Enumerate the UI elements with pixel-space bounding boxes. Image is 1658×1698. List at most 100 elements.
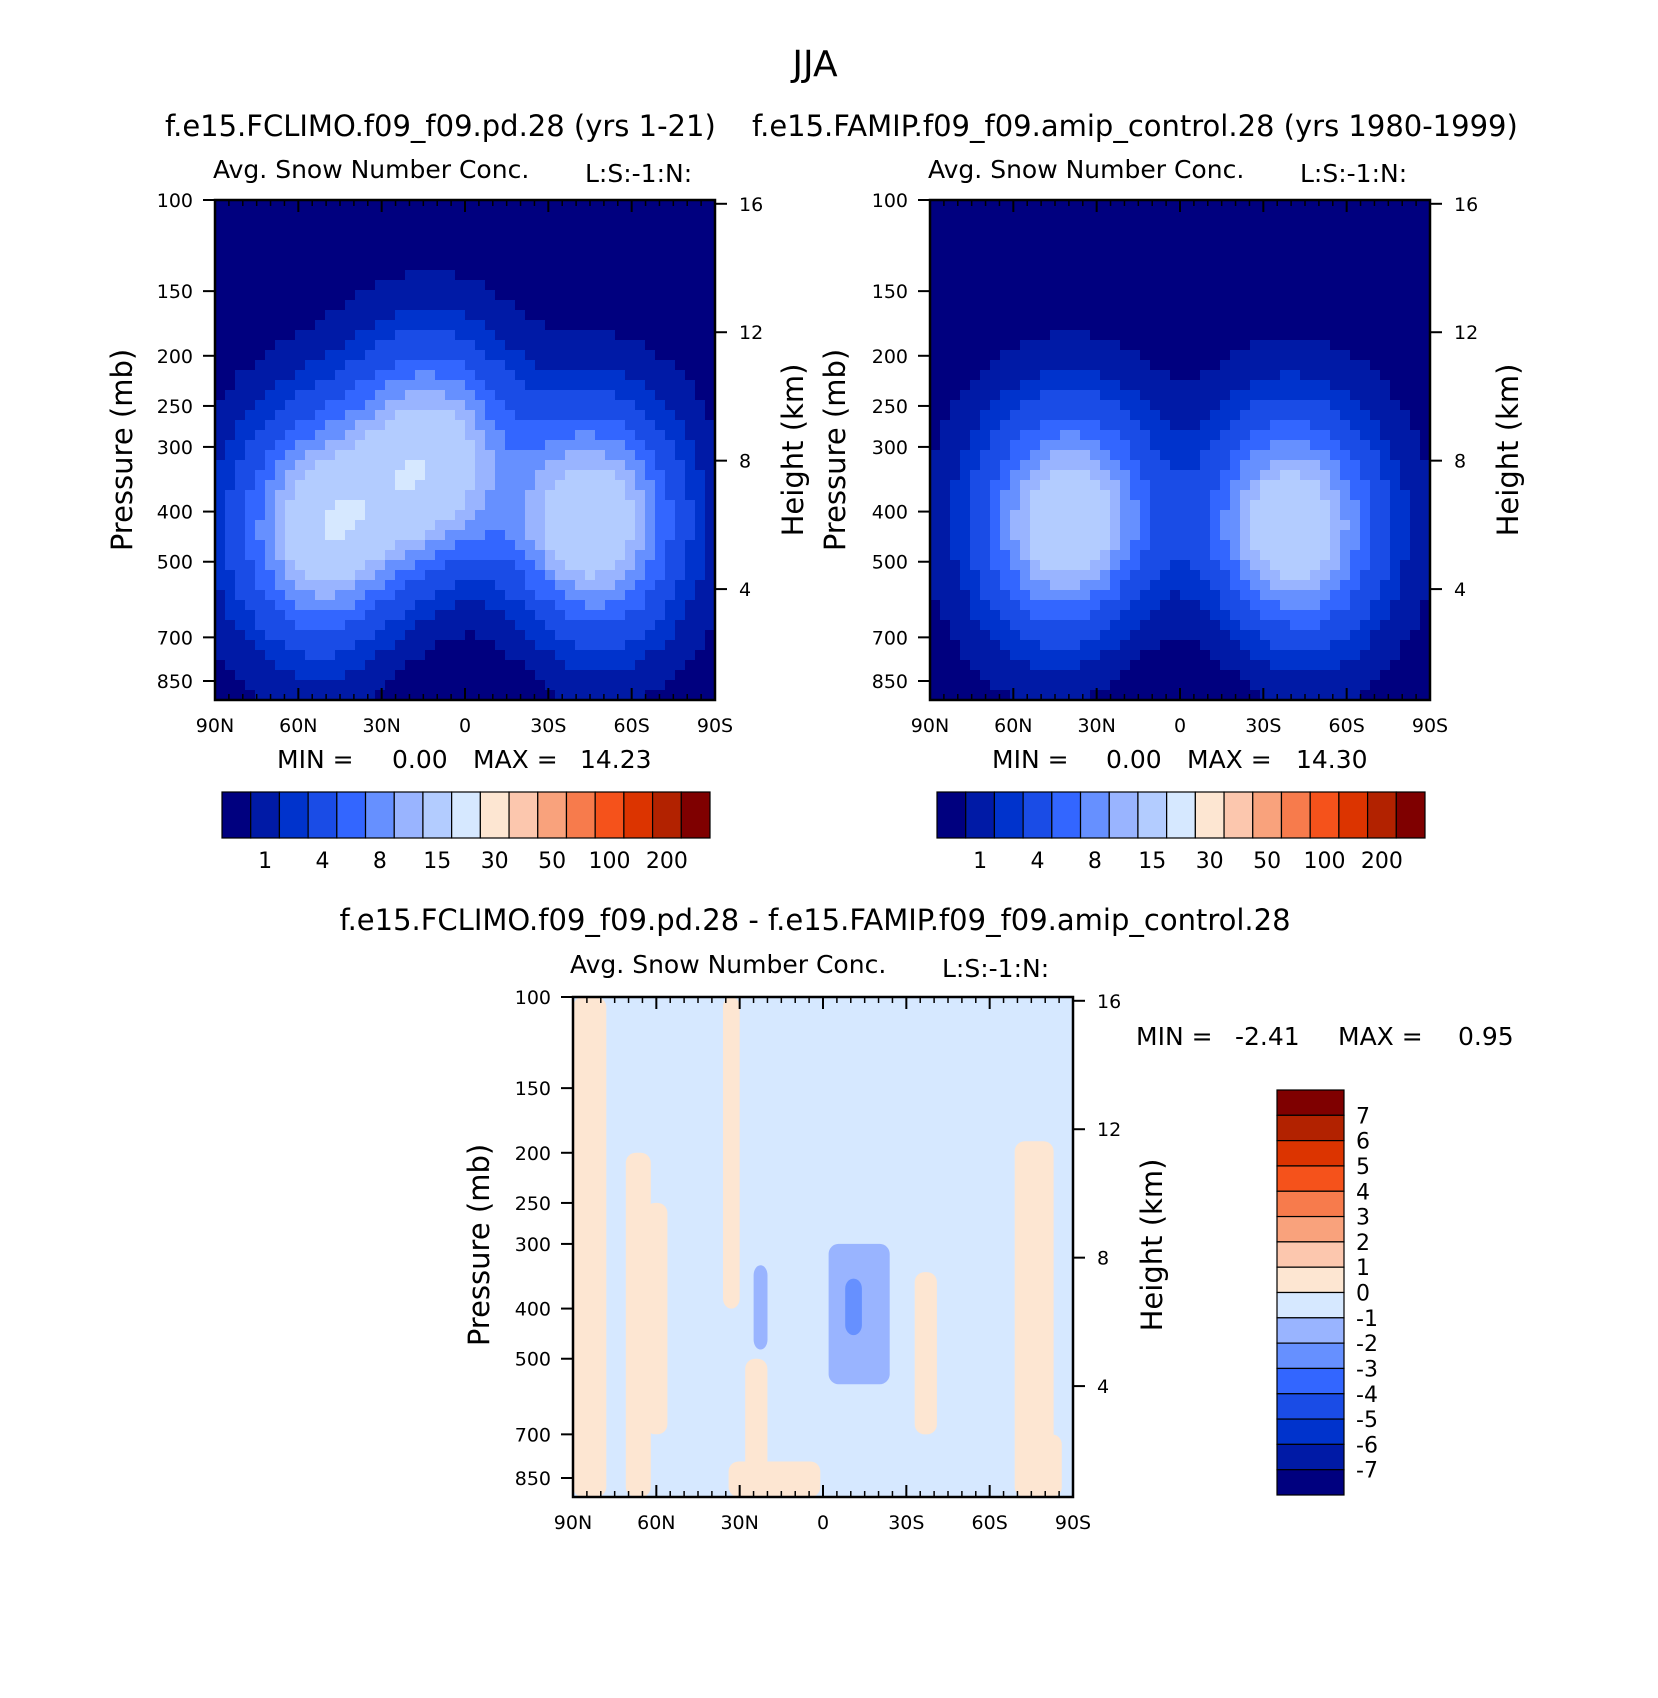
field-cell (555, 680, 566, 691)
field-cell (565, 290, 576, 301)
field-cell (545, 550, 556, 561)
field-cell (1320, 590, 1331, 601)
field-cell (595, 600, 606, 611)
field-cell (1090, 640, 1101, 651)
field-cell (1130, 420, 1141, 431)
field-cell (1220, 480, 1231, 491)
field-cell (1380, 490, 1391, 501)
field-cell (1350, 270, 1361, 281)
field-cell (445, 340, 456, 351)
field-cell (1190, 540, 1201, 551)
field-cell (1040, 370, 1051, 381)
field-cell (545, 580, 556, 591)
field-cell (605, 400, 616, 411)
field-cell (385, 240, 396, 251)
field-cell (695, 510, 706, 521)
field-cell (365, 640, 376, 651)
x-tick-label: 60S (614, 715, 650, 737)
field-cell (645, 490, 656, 501)
field-cell (1380, 260, 1391, 271)
field-cell (525, 220, 536, 231)
field-cell (285, 480, 296, 491)
field-cell (635, 270, 646, 281)
field-cell (1280, 480, 1291, 491)
field-cell (685, 220, 696, 231)
field-cell (445, 420, 456, 431)
field-cell (475, 480, 486, 491)
field-cell (595, 380, 606, 391)
field-cell (635, 450, 646, 461)
field-cell (325, 450, 336, 461)
field-cell (455, 370, 466, 381)
field-cell (930, 610, 941, 621)
field-cell (1040, 600, 1051, 611)
colorbar-box (337, 792, 366, 838)
field-cell (1190, 410, 1201, 421)
field-cell (1400, 630, 1411, 641)
field-cell (505, 260, 516, 271)
field-cell (1240, 600, 1251, 611)
field-cell (225, 380, 236, 391)
field-cell (930, 590, 941, 601)
field-cell (1030, 580, 1041, 591)
field-cell (505, 640, 516, 651)
field-cell (535, 210, 546, 221)
field-cell (685, 460, 696, 471)
field-cell (645, 680, 656, 691)
field-cell (930, 310, 941, 321)
field-cell (325, 260, 336, 271)
field-cell (1230, 450, 1241, 461)
field-cell (355, 650, 366, 661)
field-cell (545, 490, 556, 501)
field-cell (1190, 460, 1201, 471)
field-cell (475, 660, 486, 671)
field-cell (1320, 210, 1331, 221)
field-cell (525, 600, 536, 611)
field-cell (445, 680, 456, 691)
field-cell (990, 580, 1001, 591)
field-cell (1040, 560, 1051, 571)
field-cell (685, 430, 696, 441)
field-cell (285, 220, 296, 231)
field-cell (435, 350, 446, 361)
field-cell (1110, 270, 1121, 281)
field-cell (365, 370, 376, 381)
field-cell (415, 360, 426, 371)
field-cell (355, 380, 366, 391)
field-cell (465, 590, 476, 601)
field-cell (1390, 220, 1401, 231)
field-cell (615, 490, 626, 501)
field-cell (305, 290, 316, 301)
field-cell (1240, 550, 1251, 561)
field-cell (1340, 600, 1351, 611)
field-cell (1400, 410, 1411, 421)
field-cell (1300, 220, 1311, 231)
field-cell (505, 590, 516, 601)
field-cell (930, 480, 941, 491)
field-cell (275, 420, 286, 431)
field-cell (1000, 640, 1011, 651)
field-cell (415, 290, 426, 301)
field-cell (1190, 510, 1201, 521)
field-cell (950, 410, 961, 421)
field-cell (1120, 350, 1131, 361)
field-cell (475, 270, 486, 281)
field-cell (525, 490, 536, 501)
field-cell (465, 660, 476, 671)
field-cell (615, 340, 626, 351)
field-cell (1370, 590, 1381, 601)
field-cell (950, 240, 961, 251)
field-cell (1360, 260, 1371, 271)
field-cell (1230, 310, 1241, 321)
field-cell (1400, 580, 1411, 591)
field-cell (960, 230, 971, 241)
field-cell (325, 230, 336, 241)
field-cell (1260, 640, 1271, 651)
field-cell (415, 430, 426, 441)
field-cell (465, 200, 476, 211)
field-cell (245, 630, 256, 641)
field-cell (385, 230, 396, 241)
field-cell (1170, 470, 1181, 481)
field-cell (1000, 540, 1011, 551)
field-cell (1250, 560, 1261, 571)
